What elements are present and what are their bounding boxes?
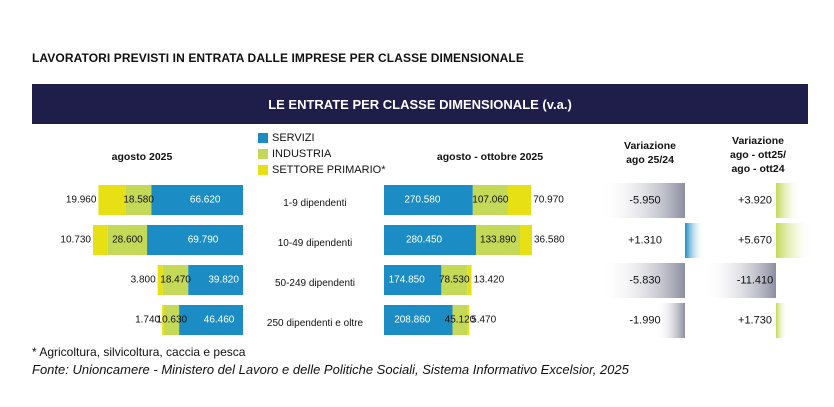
var-agoott-bar-3 — [703, 263, 776, 298]
banner-title: LE ENTRATE PER CLASSE DIMENSIONALE (v.a.… — [268, 96, 572, 112]
label-agosto-servizi-1: 66.620 — [190, 195, 221, 206]
chart-banner: LE ENTRATE PER CLASSE DIMENSIONALE (v.a.… — [32, 84, 808, 124]
label-agoott-primario-1: 70.970 — [533, 195, 564, 206]
label-agoott-primario-4: 5.470 — [471, 315, 496, 326]
bar-agosto-primario-4 — [162, 305, 165, 335]
bar-agoott-industria-2 — [476, 225, 520, 255]
label-agosto-industria-3: 18.470 — [160, 275, 191, 286]
label-agosto-industria-2: 28.600 — [112, 235, 143, 246]
legend-label-servizi: SERVIZI — [272, 132, 315, 144]
bar-agoott-industria-1 — [472, 185, 508, 215]
bar-agosto-servizi-1 — [151, 185, 243, 215]
label-agoott-industria-1: 107.060 — [472, 195, 509, 206]
label-agoott-industria-4: 45.120 — [445, 315, 476, 326]
bar-agoott-primario-1 — [507, 185, 532, 215]
label-agosto-servizi-3: 39.820 — [208, 275, 239, 286]
header-variazione-ago-ott-line1: Variazione — [732, 135, 784, 147]
bar-agosto-primario-3 — [157, 265, 163, 295]
var-agoott-bar-2 — [776, 223, 813, 258]
label-agosto-industria-4: 10.630 — [157, 315, 188, 326]
legend-label-industria: INDUSTRIA — [272, 148, 332, 160]
bar-agoott-industria-3 — [441, 265, 468, 295]
var-agoott-label-3: -11.410 — [737, 274, 774, 286]
bar-agoott-primario-2 — [519, 225, 532, 255]
category-label-2: 10-49 dipendenti — [277, 238, 353, 249]
var-ago-bar-2 — [685, 223, 704, 258]
var-ago-label-4: -1.990 — [629, 314, 660, 326]
legend-label-primario: SETTORE PRIMARIO* — [272, 164, 386, 176]
legend-swatch-industria — [258, 149, 268, 159]
category-label-3: 50-249 dipendenti — [274, 278, 356, 289]
label-agosto-primario-4: 1.740 — [135, 315, 160, 326]
var-ago-label-1: -5.950 — [629, 194, 660, 206]
header-agosto-2025: agosto 2025 — [111, 151, 173, 163]
bar-agosto-primario-2 — [93, 225, 108, 255]
header-variazione-ago-ott-line3: ago - ott24 — [731, 163, 785, 175]
bar-agosto-industria-2 — [107, 225, 148, 255]
label-agosto-primario-3: 3.800 — [131, 275, 156, 286]
label-agoott-servizi-4: 208.860 — [394, 315, 431, 326]
label-agoott-servizi-1: 270.580 — [404, 195, 441, 206]
header-variazione-ago-line2: ago 25/24 — [626, 154, 674, 166]
bar-agosto-servizi-2 — [147, 225, 243, 255]
label-agosto-servizi-2: 69.790 — [188, 235, 219, 246]
var-agoott-bar-1 — [776, 183, 802, 218]
label-agoott-primario-3: 13.420 — [474, 275, 505, 286]
legend-item-industria: INDUSTRIA — [258, 146, 385, 162]
bar-agosto-primario-1 — [98, 185, 126, 215]
var-ago-bar-4 — [656, 303, 685, 338]
bar-agosto-industria-3 — [162, 265, 189, 295]
var-ago-label-3: -5.830 — [629, 274, 660, 286]
var-agoott-label-4: +1.730 — [738, 314, 772, 326]
bar-agoott-servizi-2 — [384, 225, 477, 255]
category-label-4: 250 dipendenti e oltre — [266, 318, 364, 329]
bar-agosto-industria-1 — [125, 185, 152, 215]
bar-agosto-servizi-4 — [179, 305, 243, 335]
var-ago-bar-3 — [601, 263, 685, 298]
category-label-1: 1-9 dipendenti — [283, 198, 347, 209]
bar-agoott-servizi-3 — [384, 265, 442, 295]
label-agosto-servizi-4: 46.460 — [204, 315, 235, 326]
header-variazione-ago-ott: Variazione ago - ott25/ ago - ott24 — [708, 134, 808, 176]
bar-agoott-servizi-1 — [384, 185, 473, 215]
label-agosto-primario-1: 19.960 — [66, 195, 97, 206]
header-variazione-ago-ott-line2: ago - ott25/ — [729, 149, 786, 161]
page-title: LAVORATORI PREVISTI IN ENTRATA DALLE IMP… — [32, 51, 524, 65]
legend-swatch-servizi — [258, 133, 268, 143]
var-ago-bar-1 — [600, 183, 685, 218]
label-agosto-industria-1: 18.580 — [123, 195, 154, 206]
var-ago-label-2: +1.310 — [628, 234, 662, 246]
legend-swatch-primario — [258, 165, 268, 175]
header-agosto-ottobre-2025: agosto - ottobre 2025 — [436, 151, 544, 163]
footnote: * Agricoltura, silvicoltura, caccia e pe… — [32, 345, 246, 359]
bar-agosto-servizi-3 — [188, 265, 243, 295]
var-agoott-label-2: +5.670 — [738, 234, 772, 246]
var-agoott-label-1: +3.920 — [738, 194, 772, 206]
label-agoott-industria-2: 133.890 — [480, 235, 517, 246]
header-variazione-ago: Variazione ago 25/24 — [600, 139, 700, 167]
header-variazione-ago-line1: Variazione — [624, 140, 676, 152]
legend: SERVIZI INDUSTRIA SETTORE PRIMARIO* — [258, 130, 385, 178]
label-agoott-primario-2: 36.580 — [534, 235, 565, 246]
label-agoott-servizi-3: 174.850 — [389, 275, 426, 286]
legend-item-servizi: SERVIZI — [258, 130, 385, 146]
label-agosto-primario-2: 10.730 — [60, 235, 91, 246]
var-agoott-bar-4 — [776, 303, 788, 338]
label-agoott-industria-3: 78.530 — [439, 275, 470, 286]
label-agoott-servizi-2: 280.450 — [406, 235, 443, 246]
source-note: Fonte: Unioncamere - Ministero del Lavor… — [32, 362, 629, 377]
legend-item-primario: SETTORE PRIMARIO* — [258, 162, 385, 178]
bar-agoott-industria-4 — [452, 305, 468, 335]
bar-agoott-primario-3 — [467, 265, 472, 295]
bar-agoott-primario-4 — [467, 305, 470, 335]
bar-agosto-industria-4 — [164, 305, 180, 335]
bar-agoott-servizi-4 — [384, 305, 453, 335]
